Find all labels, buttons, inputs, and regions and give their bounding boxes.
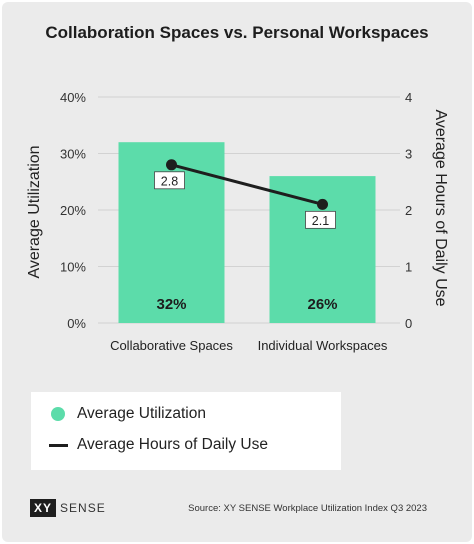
line-value-label: 2.1 — [312, 214, 329, 228]
source-note: Source: XY SENSE Workplace Utilization I… — [188, 503, 427, 514]
chart-title: Collaboration Spaces vs. Personal Worksp… — [45, 23, 429, 42]
legend-label-utilization: Average Utilization — [77, 405, 206, 422]
logo-text: SENSE — [60, 501, 106, 515]
y-tick-label: 0% — [67, 316, 86, 331]
legend-label-hours: Average Hours of Daily Use — [77, 436, 268, 453]
line-value-box — [154, 171, 185, 190]
y-tick-label: 10% — [60, 260, 86, 275]
y2-tick-label: 2 — [405, 203, 412, 218]
y-axis-title: Average Utilization — [26, 145, 43, 278]
x-tick-label: Individual Workspaces — [258, 338, 388, 353]
logo-mark: XY — [30, 499, 57, 517]
bar-value-label: 26% — [307, 296, 337, 313]
y-tick-label: 40% — [60, 90, 86, 105]
line-point — [166, 159, 177, 171]
series-line — [171, 163, 323, 206]
legend-swatch-line-icon — [49, 443, 68, 447]
y-tick-label: 30% — [60, 147, 86, 162]
y2-tick-label: 1 — [405, 260, 412, 275]
chart-plot: 0% 10% 20% 30% 40% 0 1 2 3 4 Average Utilization Av… — [26, 90, 449, 353]
y2-tick-label: 0 — [405, 316, 412, 331]
line-value-box — [305, 210, 336, 229]
line-point — [317, 198, 328, 210]
legend: Average Utilization Average Hours of Dai… — [31, 392, 341, 470]
x-tick-label: Collaborative Spaces — [110, 338, 233, 353]
y-tick-label: 20% — [60, 203, 86, 218]
bar-value-label: 32% — [156, 296, 186, 313]
y2-tick-label: 4 — [405, 90, 412, 105]
xy-sense-logo: XY SENSE — [30, 499, 106, 517]
y2-tick-label: 3 — [405, 147, 412, 162]
line-value-label: 2.8 — [161, 174, 178, 188]
y2-axis-title: Average Hours of Daily Use — [432, 109, 449, 306]
legend-swatch-circle-icon — [51, 407, 65, 421]
